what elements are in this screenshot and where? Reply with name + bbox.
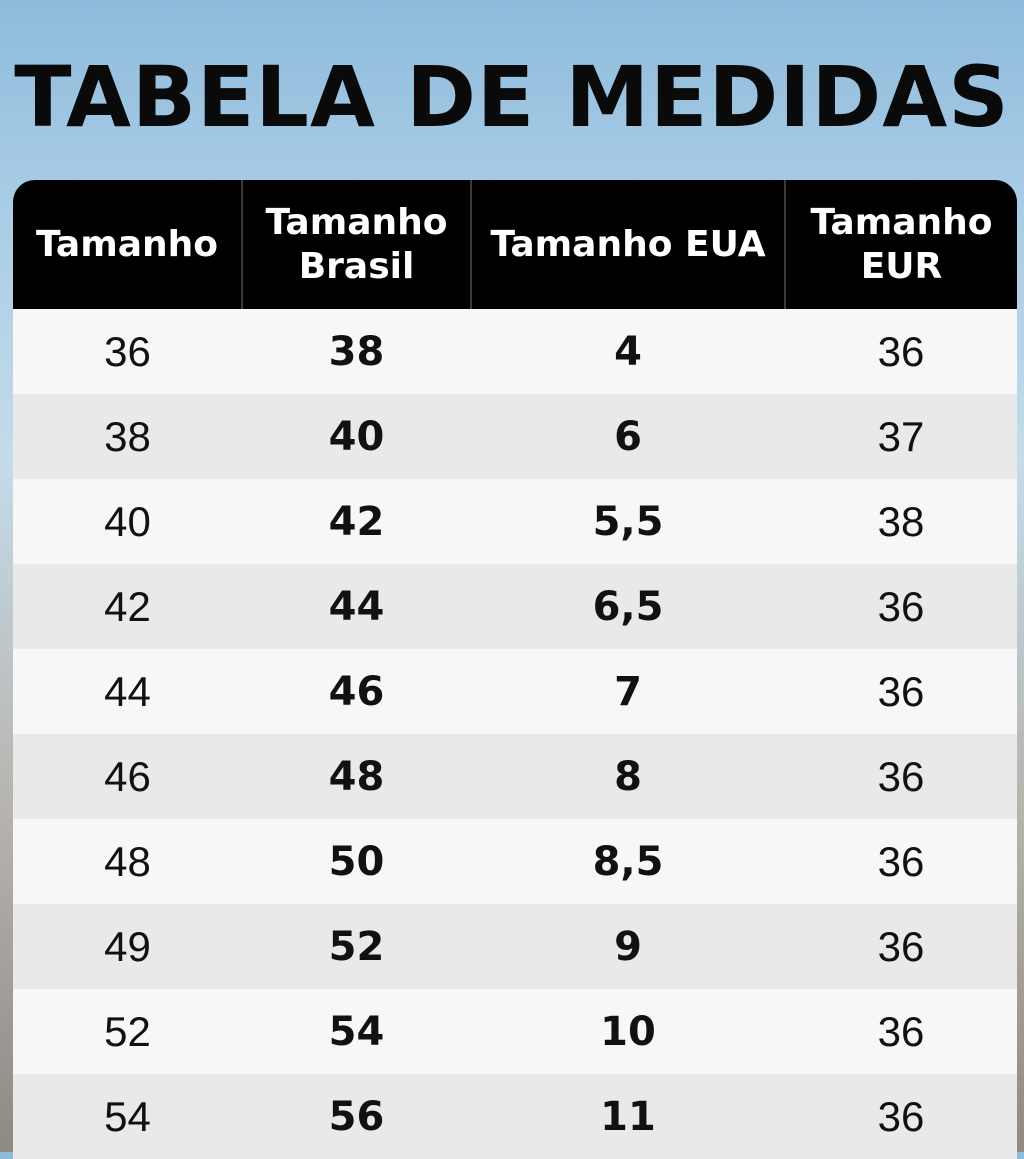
cell-tamanho-eua: 9 — [471, 904, 785, 989]
column-header-tamanho-eua: Tamanho EUA — [470, 180, 785, 309]
cell-tamanho-eua: 8 — [471, 734, 785, 819]
cell-tamanho-eua: 7 — [471, 649, 785, 734]
cell-tamanho-brasil: 50 — [242, 819, 471, 904]
cell-tamanho: 46 — [13, 734, 242, 819]
table-row: 46 48 8 36 — [13, 734, 1017, 819]
cell-tamanho-brasil: 52 — [242, 904, 471, 989]
cell-tamanho: 44 — [13, 649, 242, 734]
table-row: 40 42 5,5 38 — [13, 479, 1017, 564]
cell-tamanho-eur: 36 — [785, 649, 1017, 734]
cell-tamanho: 49 — [13, 904, 242, 989]
cell-tamanho: 54 — [13, 1074, 242, 1159]
page-title: TABELA DE MEDIDAS — [14, 48, 1010, 146]
cell-tamanho-eur: 36 — [785, 989, 1017, 1074]
cell-tamanho-eur: 36 — [785, 819, 1017, 904]
table-row: 42 44 6,5 36 — [13, 564, 1017, 649]
cell-tamanho-brasil: 38 — [242, 309, 471, 394]
table-row: 38 40 6 37 — [13, 394, 1017, 479]
cell-tamanho-eua: 6 — [471, 394, 785, 479]
cell-tamanho-brasil: 56 — [242, 1074, 471, 1159]
cell-tamanho-brasil: 46 — [242, 649, 471, 734]
table-body: 36 38 4 36 38 40 6 37 40 42 5,5 38 42 44… — [13, 309, 1017, 1159]
cell-tamanho: 36 — [13, 309, 242, 394]
cell-tamanho-brasil: 40 — [242, 394, 471, 479]
column-header-tamanho-brasil: Tamanho Brasil — [241, 180, 471, 309]
cell-tamanho-eur: 36 — [785, 734, 1017, 819]
cell-tamanho-eur: 36 — [785, 564, 1017, 649]
header-row: Tamanho Tamanho Brasil Tamanho EUA Taman… — [13, 180, 1017, 309]
cell-tamanho: 40 — [13, 479, 242, 564]
cell-tamanho-eua: 8,5 — [471, 819, 785, 904]
cell-tamanho-brasil: 48 — [242, 734, 471, 819]
cell-tamanho-eur: 37 — [785, 394, 1017, 479]
cell-tamanho-eua: 4 — [471, 309, 785, 394]
table-row: 48 50 8,5 36 — [13, 819, 1017, 904]
cell-tamanho: 38 — [13, 394, 242, 479]
cell-tamanho-eur: 36 — [785, 1074, 1017, 1159]
cell-tamanho-brasil: 42 — [242, 479, 471, 564]
column-header-tamanho: Tamanho — [13, 180, 242, 309]
cell-tamanho-eur: 36 — [785, 309, 1017, 394]
cell-tamanho-eua: 11 — [471, 1074, 785, 1159]
cell-tamanho-eua: 10 — [471, 989, 785, 1074]
cell-tamanho: 52 — [13, 989, 242, 1074]
size-chart-table: Tamanho Tamanho Brasil Tamanho EUA Taman… — [13, 180, 1017, 1159]
cell-tamanho-eur: 38 — [785, 479, 1017, 564]
cell-tamanho-eur: 36 — [785, 904, 1017, 989]
table-row: 36 38 4 36 — [13, 309, 1017, 394]
column-header-tamanho-eur: Tamanho EUR — [784, 180, 1017, 309]
table-row: 44 46 7 36 — [13, 649, 1017, 734]
table-row: 49 52 9 36 — [13, 904, 1017, 989]
table-row: 54 56 11 36 — [13, 1074, 1017, 1159]
cell-tamanho-brasil: 44 — [242, 564, 471, 649]
cell-tamanho-eua: 6,5 — [471, 564, 785, 649]
cell-tamanho-eua: 5,5 — [471, 479, 785, 564]
cell-tamanho: 48 — [13, 819, 242, 904]
cell-tamanho: 42 — [13, 564, 242, 649]
table-header: Tamanho Tamanho Brasil Tamanho EUA Taman… — [13, 180, 1017, 309]
table-row: 52 54 10 36 — [13, 989, 1017, 1074]
cell-tamanho-brasil: 54 — [242, 989, 471, 1074]
